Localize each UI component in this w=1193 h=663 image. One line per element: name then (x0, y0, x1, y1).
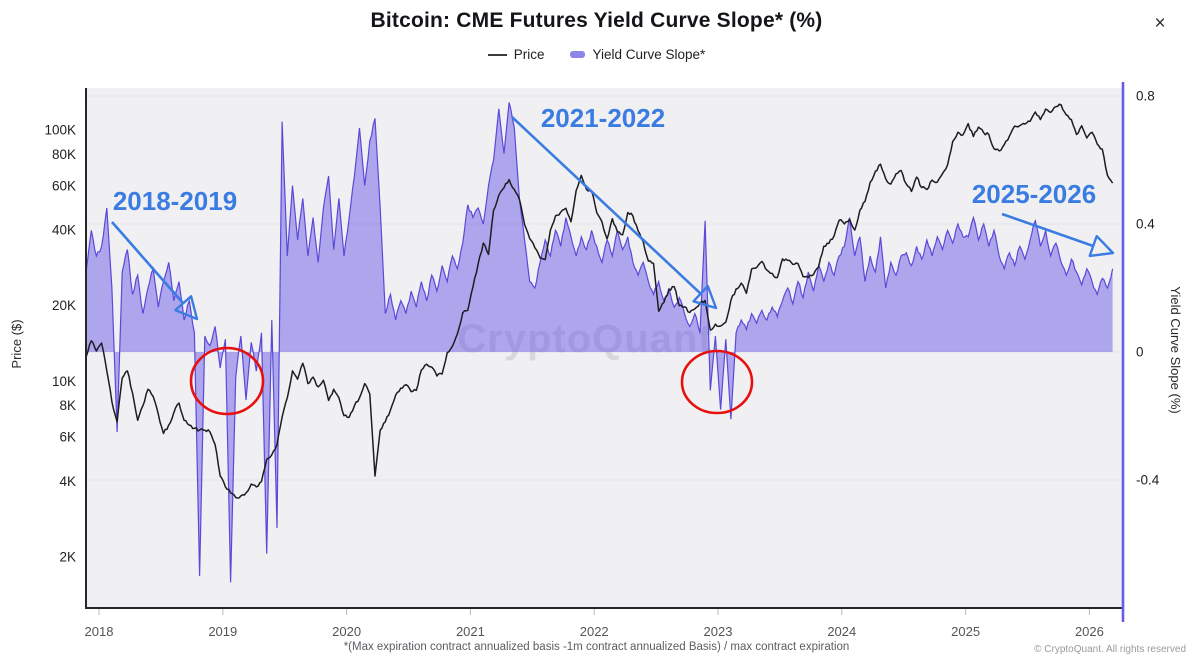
x-tick-label: 2024 (827, 624, 856, 639)
annotation-label: 2021-2022 (541, 103, 665, 133)
annotation-arrow-shaft (511, 116, 702, 295)
legend-item-price[interactable]: Price (487, 47, 545, 62)
price-tick-label: 8K (59, 398, 76, 413)
price-tick-label: 40K (52, 223, 76, 238)
x-tick-label: 2018 (85, 624, 114, 639)
price-tick-label: 100K (44, 123, 76, 138)
price-tick-label: 80K (52, 147, 76, 162)
annotation-arrowhead (174, 295, 199, 321)
price-tick-label: 10K (52, 374, 76, 389)
legend-item-slope[interactable]: Yield Curve Slope* (570, 47, 705, 62)
legend-label-price: Price (513, 47, 545, 62)
price-line (86, 103, 1114, 499)
slope-tick-label: 0.8 (1136, 89, 1155, 104)
legend-label-slope: Yield Curve Slope* (592, 47, 706, 62)
annotation-arrowhead (1088, 234, 1115, 258)
slope-tick-label: 0.4 (1136, 217, 1155, 232)
x-tick-label: 2025 (951, 624, 980, 639)
chart-title: Bitcoin: CME Futures Yield Curve Slope* … (370, 9, 823, 32)
slope-tick-label: 0 (1136, 345, 1144, 360)
price-line-swatch-icon (487, 53, 507, 56)
slope-tick-label: -0.4 (1136, 473, 1160, 488)
close-button[interactable]: × (1149, 12, 1171, 34)
annotation-label: 2025-2026 (972, 179, 1096, 209)
x-tick-label: 2026 (1075, 624, 1104, 639)
x-tick-label: 2019 (208, 624, 237, 639)
price-tick-label: 60K (52, 178, 76, 193)
slope-bar-swatch-icon (570, 51, 586, 58)
slope-axis-title: Yield Curve Slope (%) (1168, 286, 1183, 413)
annotation-ellipse (189, 346, 265, 416)
price-tick-label: 2K (59, 550, 76, 565)
x-tick-label: 2022 (580, 624, 609, 639)
legend: Price Yield Curve Slope* (0, 47, 1193, 62)
close-icon: × (1154, 12, 1166, 34)
x-tick-label: 2020 (332, 624, 361, 639)
series-layer (86, 102, 1114, 583)
annotation-label: 2018-2019 (113, 186, 237, 216)
annotation-arrow-shaft (1001, 212, 1094, 248)
price-tick-label: 6K (59, 430, 76, 445)
copyright: © CryptoQuant. All rights reserved (1034, 644, 1186, 655)
annotation-arrow-shaft (111, 221, 185, 305)
x-tick-label: 2023 (704, 624, 733, 639)
price-axis-title: Price ($) (9, 319, 24, 368)
annotation-ellipse (680, 349, 754, 415)
annotation-arrowhead (692, 284, 718, 310)
x-tick-label: 2021 (456, 624, 485, 639)
slope-line (86, 102, 1114, 583)
price-tick-label: 4K (59, 474, 76, 489)
footnote: *(Max expiration contract annualized bas… (343, 641, 850, 653)
slope-area (86, 102, 1113, 583)
price-tick-label: 20K (52, 298, 76, 313)
